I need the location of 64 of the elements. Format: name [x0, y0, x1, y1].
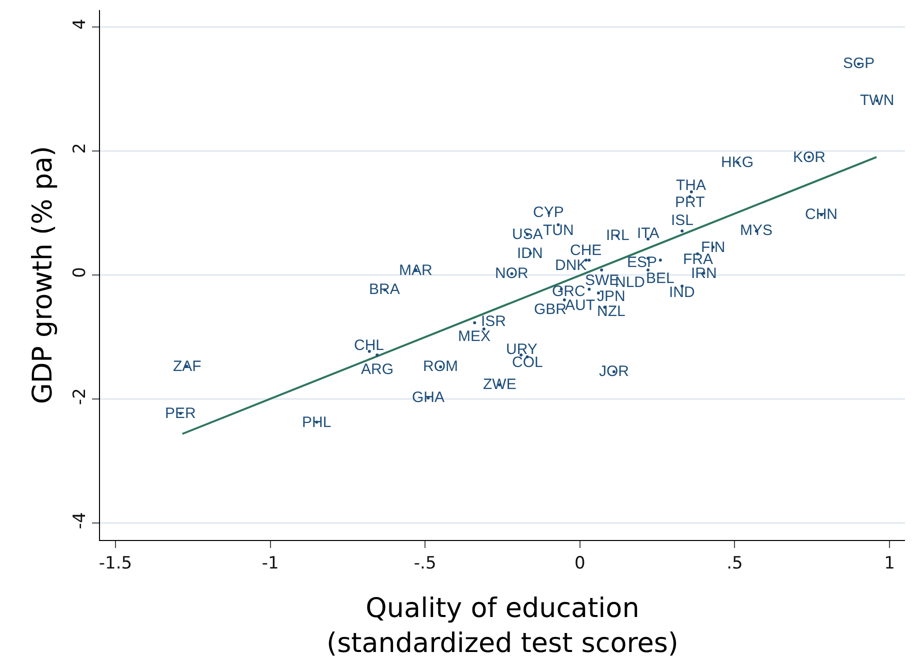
data-label: ZWE: [483, 376, 516, 393]
data-label: IDN: [517, 245, 543, 262]
data-label: PRT: [675, 194, 705, 211]
data-label: ROM: [423, 358, 458, 375]
point: [690, 190, 693, 194]
data-label: PER: [165, 405, 196, 422]
point: [658, 258, 662, 262]
x-tick-label: -1: [262, 553, 279, 574]
data-label: CYP: [533, 204, 564, 221]
point: [646, 268, 650, 272]
data-label: FRA: [683, 251, 713, 268]
y-axis-title: GDP growth (% pa): [27, 146, 58, 404]
x-tick-label: -1.5: [98, 553, 132, 574]
data-label: JPN: [597, 288, 626, 305]
data-label: ISR: [481, 313, 506, 330]
data-label: MYS: [740, 222, 773, 239]
data-label: ESP: [627, 254, 658, 271]
data-label: AUT: [565, 297, 595, 314]
data-label: GBR: [534, 301, 567, 318]
x-tick-label: 1: [884, 553, 895, 574]
point: [376, 354, 379, 357]
data-label: CHN: [805, 206, 838, 223]
x-tick-label: 0: [574, 553, 586, 574]
data-label: ARG: [361, 361, 394, 378]
data-label: USA: [512, 226, 543, 243]
data-label: MEX: [458, 328, 491, 345]
data-label: GRC: [552, 283, 586, 300]
x-tick-label: -.5: [414, 553, 436, 574]
data-label: DNK: [555, 257, 587, 274]
data-label: IND: [669, 284, 695, 301]
data-label: HKG: [721, 154, 754, 171]
data-label: TUN: [543, 222, 574, 239]
data-label: PHL: [302, 414, 332, 431]
data-label: ZAF: [173, 358, 202, 375]
data-label: NOR: [495, 265, 528, 282]
data-label: THA: [676, 177, 706, 194]
data-label: MAR: [399, 262, 432, 279]
data-label: IRL: [606, 227, 630, 244]
y-tick-label: 4: [70, 18, 90, 30]
data-label: CHE: [570, 242, 602, 259]
y-tick-label: -4: [70, 512, 90, 530]
data-label: ITA: [637, 225, 660, 242]
data-label: TWN: [860, 92, 894, 109]
data-label: BEL: [646, 270, 674, 287]
point: [588, 258, 591, 262]
point: [588, 288, 591, 291]
data-label: JOR: [599, 363, 630, 380]
data-label: NZL: [597, 303, 626, 320]
point: [680, 229, 684, 232]
data-label: KOR: [793, 149, 826, 166]
data-label: IRN: [691, 265, 717, 282]
data-label: CHL: [354, 337, 384, 354]
point: [482, 327, 486, 330]
y-tick-label: 2: [70, 142, 90, 154]
y-tick-label: -2: [70, 388, 90, 406]
data-label: BRA: [369, 281, 400, 298]
y-tick-label: 0: [70, 267, 90, 278]
point: [600, 268, 604, 272]
x-axis-title: Quality of education (standardized test scores): [326, 592, 678, 659]
data-label: GHA: [412, 389, 445, 406]
data-label: SGP: [843, 55, 875, 72]
data-label: ISL: [671, 212, 694, 229]
x-tick-label: .5: [726, 553, 743, 574]
point: [473, 321, 476, 324]
